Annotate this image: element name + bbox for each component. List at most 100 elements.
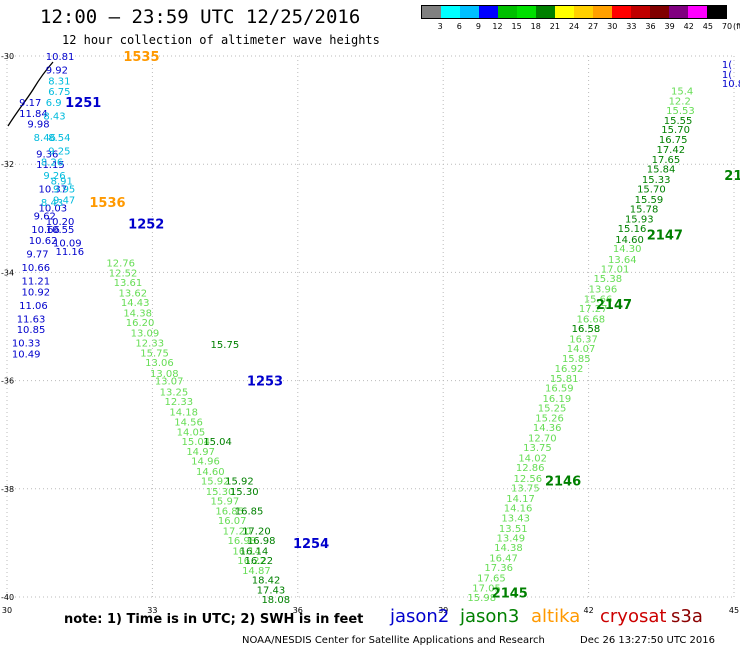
chart-title: 12:00 – 23:59 UTC 12/25/2016 (40, 6, 361, 28)
wave-height-value: 14.38 (123, 308, 152, 319)
pass-time-label: 1251 (65, 96, 101, 111)
wave-height-value: 10.66 (22, 263, 51, 274)
wave-height-value: 14.60 (615, 235, 644, 246)
wave-height-value: 14.17 (506, 494, 535, 505)
wave-height-value: 15.59 (635, 195, 664, 206)
wave-height-value: 15.53 (666, 106, 695, 117)
wave-height-value: 15.38 (593, 274, 622, 285)
wave-height-value: 14.38 (494, 543, 523, 554)
legend-swatch (460, 6, 479, 18)
legend-label: 24 (568, 22, 580, 31)
wave-height-value: 17.20 (242, 526, 271, 537)
wave-height-value: 14.18 (169, 407, 198, 418)
wave-height-value: 16.68 (576, 314, 605, 325)
pass-time-label: 1253 (247, 375, 283, 390)
pass-time-label: 1254 (293, 537, 329, 552)
wave-height-value: 9.47 (53, 195, 75, 206)
legend-label: 27 (588, 22, 599, 31)
wave-height-value: 9.26 (43, 171, 65, 182)
wave-height-value: 15.75 (140, 348, 169, 359)
wave-height-value: 14.07 (567, 344, 596, 355)
wave-height-value: 14.30 (613, 244, 642, 255)
wave-height-value: 16.98 (247, 536, 276, 547)
wave-height-value: 10.8 (722, 79, 740, 90)
legend-label: 30 (607, 22, 618, 31)
wave-height-value: 15.85 (562, 354, 591, 365)
legend-swatch (688, 6, 707, 18)
y-tick-label: -32 (1, 160, 14, 169)
wave-height-value: 13.62 (118, 288, 147, 299)
wave-height-value: 15.75 (211, 340, 240, 351)
wave-height-value: 1( (722, 70, 732, 81)
wave-height-value: 17.65 (652, 155, 681, 166)
wave-height-value: 16.14 (232, 546, 261, 557)
legend-label: 15 (511, 22, 522, 31)
wave-height-value: 9.17 (19, 98, 41, 109)
legend-swatch (631, 6, 650, 18)
gridlines (6, 55, 735, 598)
wave-height-value: 15.70 (637, 185, 666, 196)
wave-height-value: 16.85 (215, 506, 244, 517)
wave-height-value: 10.09 (53, 239, 82, 250)
x-tick-label: 36 (293, 606, 303, 615)
legend-label: 12 (492, 22, 503, 31)
wave-height-value: 16.14 (240, 546, 269, 557)
legend-swatch (517, 6, 536, 18)
wave-height-value: 14.36 (533, 423, 562, 434)
wave-height-value: 13.75 (523, 443, 552, 454)
wave-height-value: 13.08 (150, 369, 179, 380)
wave-height-value: 16.22 (237, 556, 266, 567)
pass-time-label: 2145 (492, 587, 528, 602)
wave-height-value: 14.87 (242, 566, 271, 577)
legend-label: 42 (683, 22, 694, 31)
wave-height-value: 13.96 (589, 285, 618, 296)
wave-height-value: 14.60 (196, 467, 225, 478)
legend-swatch (422, 6, 441, 18)
pass-time-label: 2147 (647, 229, 683, 244)
wave-height-value: 12.33 (165, 397, 194, 408)
wave-height-value: 13.51 (499, 524, 528, 535)
wave-height-value: 15.93 (625, 214, 654, 225)
coastline (7, 61, 54, 127)
wave-height-value: 16.58 (572, 324, 601, 335)
wave-height-value: 15.04 (203, 437, 232, 448)
wave-height-value: 14.43 (121, 298, 150, 309)
satellite-legend-jason2: jason2 (390, 606, 450, 627)
wave-height-value: 12.70 (528, 433, 557, 444)
wave-height-value: 13.49 (497, 533, 526, 544)
wave-height-value: 10.66 (31, 225, 60, 236)
wave-height-value: 17.36 (484, 563, 513, 574)
wave-height-value: 17.65 (477, 574, 506, 585)
wave-height-value: 14.97 (186, 447, 215, 458)
wave-height-value: 15.92 (225, 477, 254, 488)
wave-height-value: 16.37 (569, 334, 598, 345)
wave-height-value: 13.06 (145, 358, 174, 369)
wave-height-value: 17.43 (257, 585, 286, 596)
wave-height-value: 16.07 (218, 516, 247, 527)
wave-height-value: 15.98 (467, 593, 496, 604)
wave-height-value: 13.25 (160, 387, 189, 398)
y-tick-label: -40 (1, 593, 14, 602)
wave-height-value: 15.81 (550, 374, 579, 385)
legend-label: 21 (549, 22, 560, 31)
pass-time-label: 1535 (123, 50, 159, 65)
wave-height-value: 10.20 (46, 217, 75, 228)
wave-height-value: 16.47 (489, 554, 518, 565)
legend-label: 45 (702, 22, 713, 31)
wave-height-value: 16.22 (244, 556, 273, 567)
footer-note: note: 1) Time is in UTC; 2) SWH is in fe… (64, 612, 364, 627)
wave-height-value: 6.75 (48, 87, 70, 98)
wave-height-value: 12.33 (135, 339, 164, 350)
legend-swatch (593, 6, 612, 18)
wave-height-value: 14.02 (518, 453, 547, 464)
wave-height-value: 14.56 (174, 418, 203, 429)
wave-height-value: 8.31 (48, 76, 70, 87)
wave-height-value: 18.08 (261, 595, 290, 606)
pass-time-label: 2147 (596, 298, 632, 313)
wave-height-value: 16.98 (228, 536, 257, 547)
wave-height-value: 14.96 (191, 457, 220, 468)
wave-height-value: 15.33 (642, 175, 671, 186)
